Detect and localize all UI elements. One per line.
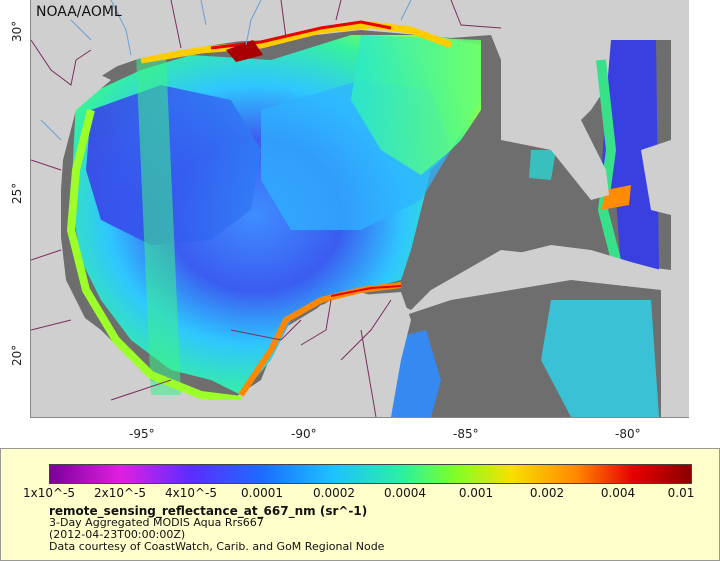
- data-source: Data courtesy of CoastWatch, Carib. and …: [49, 540, 385, 553]
- mexico-state-borders: [31, 159, 392, 417]
- yucatan-red-band: [330, 285, 402, 297]
- colorbar-tick-label: 0.0002: [313, 486, 355, 500]
- x-tick-label: -95°: [129, 427, 155, 441]
- time-stamp: (2012-04-23T00:00:00Z): [49, 528, 186, 541]
- y-tick-label: 20°: [10, 344, 24, 366]
- dataset-name: 3-Day Aggregated MODIS Aqua Rrs667: [49, 516, 264, 529]
- florida-peninsula: [501, 38, 609, 200]
- credit-label: NOAA/AOML: [36, 4, 122, 20]
- colorbar-tick-label: 2x10^-5: [93, 486, 147, 500]
- variable-name: remote_sensing_reflectance_at_667_nm (sr…: [49, 504, 368, 518]
- eastern-gulf-field: [351, 35, 481, 175]
- campeche-bank-patch: [529, 150, 556, 180]
- x-tick-label: -80°: [615, 427, 641, 441]
- caribbean-field-east: [541, 300, 659, 417]
- us-gulf-coast: [31, 0, 689, 80]
- atlantic-strip-field: [601, 40, 659, 270]
- bahamas-land: [641, 140, 671, 215]
- mississippi-delta-plume: [226, 40, 263, 62]
- western-coast-band: [66, 109, 242, 404]
- x-tick-label: -90°: [291, 427, 317, 441]
- central-america-land: [151, 400, 281, 417]
- legend-text: remote_sensing_reflectance_at_667_nm (sr…: [49, 505, 384, 553]
- colorbar-tick-label: 0.0001: [241, 486, 283, 500]
- y-tick-label: 25°: [10, 182, 24, 204]
- y-tick-label: 30°: [10, 20, 24, 42]
- colorbar-tick-label: 4x10^-5: [164, 486, 218, 500]
- colorbar-tick-label: 0.0004: [384, 486, 426, 500]
- us-state-borders: [170, 0, 502, 49]
- western-gulf-deep-field: [86, 85, 261, 245]
- mexico-mainland: [31, 0, 151, 417]
- satellite-swath-strip: [136, 55, 181, 395]
- colorbar-tick-label: 0.001: [458, 486, 494, 500]
- northern-coast-high-band: [140, 21, 453, 64]
- colorbar-tick-label: 0.004: [600, 486, 636, 500]
- map-canvas: [31, 0, 689, 417]
- cuba-island: [471, 245, 661, 292]
- x-tick-label: -85°: [453, 427, 479, 441]
- colorbar-tick-label: 0.01: [667, 486, 695, 500]
- rivers: [40, 0, 412, 141]
- legend-panel: 1x10^-5 2x10^-5 4x10^-5 0.0001 0.0002 0.…: [0, 448, 720, 561]
- colorbar: [49, 464, 692, 484]
- map-area[interactable]: [30, 0, 689, 418]
- colorbar-tick-label: 0.002: [529, 486, 565, 500]
- colorbar-tick-label: 1x10^-5: [22, 486, 76, 500]
- country-border-us-mexico: [31, 39, 92, 86]
